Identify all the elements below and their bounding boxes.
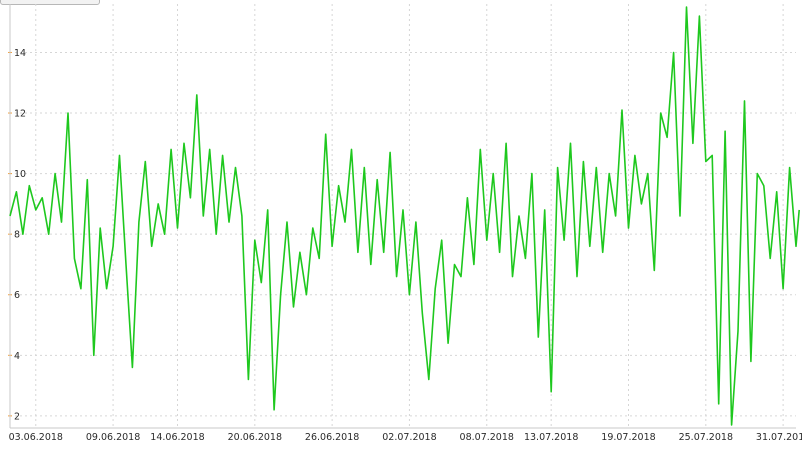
x-tick-label: 02.07.2018 xyxy=(382,432,436,443)
x-tick-label: 13.07.2018 xyxy=(524,432,578,443)
tab-fragment[interactable] xyxy=(0,0,100,5)
y-tick-label: 8 xyxy=(14,230,20,241)
series xyxy=(9,6,800,426)
series-line xyxy=(9,6,800,426)
y-tick-label: 14 xyxy=(14,48,26,59)
x-tick-label: 26.06.2018 xyxy=(305,432,359,443)
y-tick-label: 2 xyxy=(14,411,20,422)
x-tick-label: 09.06.2018 xyxy=(86,432,140,443)
y-tick-label: 10 xyxy=(14,169,26,180)
y-tick-label: 12 xyxy=(14,109,26,120)
tick-labels: 2 4 6 8 10 12 14 03.06.2018 09.06.2018 14.06.2018… xyxy=(9,48,802,443)
y-tick-label: 4 xyxy=(14,351,20,362)
x-tick-label: 31.07.2018 xyxy=(756,432,802,443)
x-tick-label: 03.06.2018 xyxy=(9,432,63,443)
x-tick-label: 20.06.2018 xyxy=(228,432,282,443)
x-tick-label: 08.07.2018 xyxy=(460,432,514,443)
x-tick-label: 19.07.2018 xyxy=(601,432,655,443)
x-tick-label: 14.06.2018 xyxy=(150,432,204,443)
grid xyxy=(10,4,796,428)
x-tick-label: 25.07.2018 xyxy=(679,432,733,443)
y-tick-label: 6 xyxy=(14,290,20,301)
